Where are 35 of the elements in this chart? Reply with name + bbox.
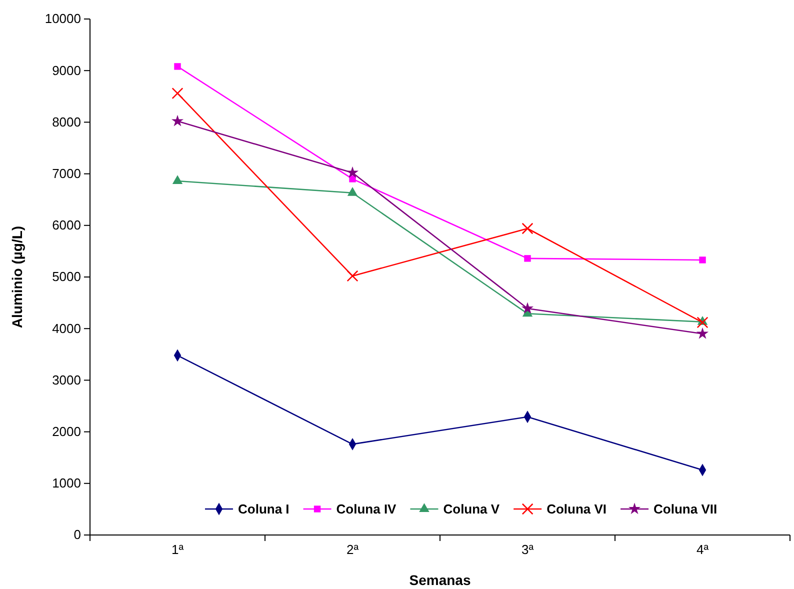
legend-label: Coluna V [443, 502, 500, 517]
y-tick-label: 8000 [52, 114, 81, 130]
y-tick-label: 0 [74, 527, 81, 542]
legend-label: Coluna IV [336, 502, 397, 517]
point [347, 187, 358, 196]
point [171, 114, 184, 126]
legend-label: Coluna I [238, 502, 290, 517]
y-tick-label: 10000 [44, 11, 81, 26]
point [172, 88, 184, 100]
x-tick-label: 4ª [696, 542, 709, 558]
y-tick-label: 5000 [52, 269, 81, 284]
y-tick-label: 6000 [52, 218, 81, 233]
point [172, 175, 183, 184]
y-tick-label: 2000 [52, 424, 81, 439]
point [174, 63, 181, 70]
point [346, 166, 359, 178]
x-tick-label: 3ª [521, 542, 534, 558]
y-tick-label: 1000 [52, 476, 81, 491]
point [699, 256, 706, 264]
y-axis-title: Aluminio (µg/L) [9, 226, 25, 328]
y-tick-label: 9000 [52, 62, 81, 78]
point [524, 255, 531, 262]
y-tick-label: 3000 [52, 372, 81, 388]
x-axis-title: Semanas [409, 572, 471, 588]
point [346, 270, 358, 282]
y-tick-label: 4000 [52, 320, 81, 336]
legend-label: Coluna VI [546, 502, 607, 517]
point [521, 302, 534, 314]
x-tick-label: 1ª [171, 542, 184, 558]
y-tick-label: 7000 [52, 166, 81, 181]
point [696, 316, 708, 328]
point [696, 327, 709, 339]
legend-label: Coluna VII [654, 502, 718, 517]
point [522, 222, 534, 234]
x-tick-label: 2ª [346, 542, 359, 558]
